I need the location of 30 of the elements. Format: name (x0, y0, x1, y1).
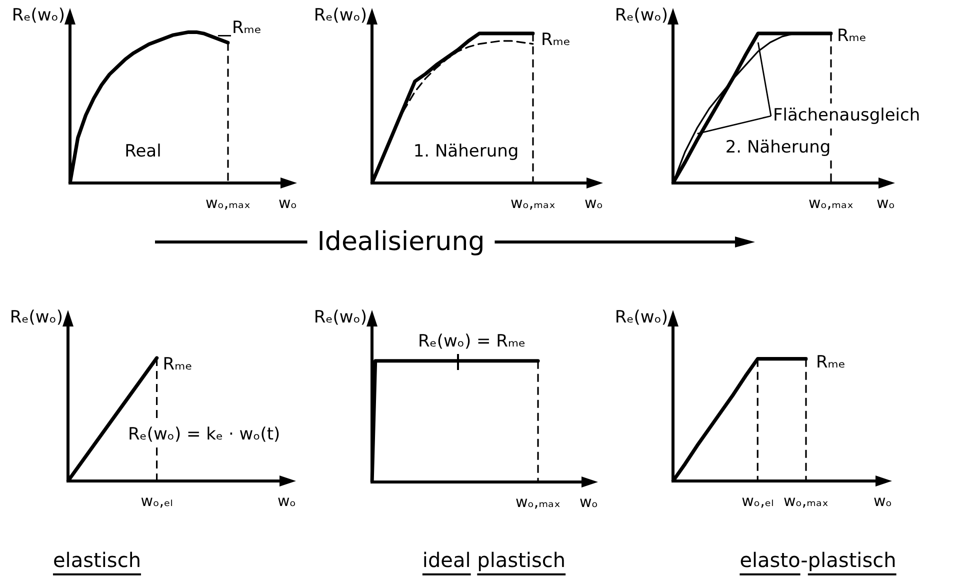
text: 1. Näherung (413, 141, 519, 162)
y-axis-title: Rₑ(wₒ) (314, 5, 367, 26)
y-axis-title: Rₑ(wₒ) (10, 307, 63, 328)
annotation: Flächenausgleich (773, 105, 920, 126)
x-axis-title: wₒ (584, 194, 603, 212)
annotation: Rₘₑ (816, 352, 846, 372)
text: elastisch (52, 548, 142, 572)
x-axis-title: wₒ (876, 194, 895, 212)
y-axis-title: Rₑ(wₒ) (614, 5, 668, 26)
text: wₒ,ₘₐₓ (205, 194, 251, 212)
text: 2. Näherung (725, 137, 831, 158)
x-axis-title: wₒ (278, 194, 297, 212)
y-axis-title: Rₑ(wₒ) (614, 307, 668, 328)
x-axis-title: wₒ (580, 492, 598, 511)
x-axis-title: wₒ (278, 492, 296, 510)
text: Rₘₑ (541, 30, 570, 50)
annotation: Rₘₑ (162, 354, 192, 374)
text: elasto-plastisch (740, 548, 896, 572)
text: wₒ,ₘₐₓ (510, 194, 556, 212)
annotation: Rₘₑ (837, 26, 866, 46)
y-axis-title: Rₑ(wₒ) (314, 307, 367, 328)
annotation: Rₑ(wₒ) = kₑ · wₒ(t) (128, 424, 280, 444)
y-axis-title: Rₑ(wₒ) (12, 5, 65, 26)
text: Rₑ(wₒ) = Rₘₑ (418, 331, 526, 352)
text: Real (124, 141, 162, 162)
text: Rₘₑ (232, 18, 262, 38)
text: Idealisierung (317, 226, 485, 259)
text: wₒ,ₘₐₓ (808, 194, 854, 212)
x-axis-title: wₒ (874, 492, 892, 510)
text: ideal plastisch (422, 548, 566, 572)
